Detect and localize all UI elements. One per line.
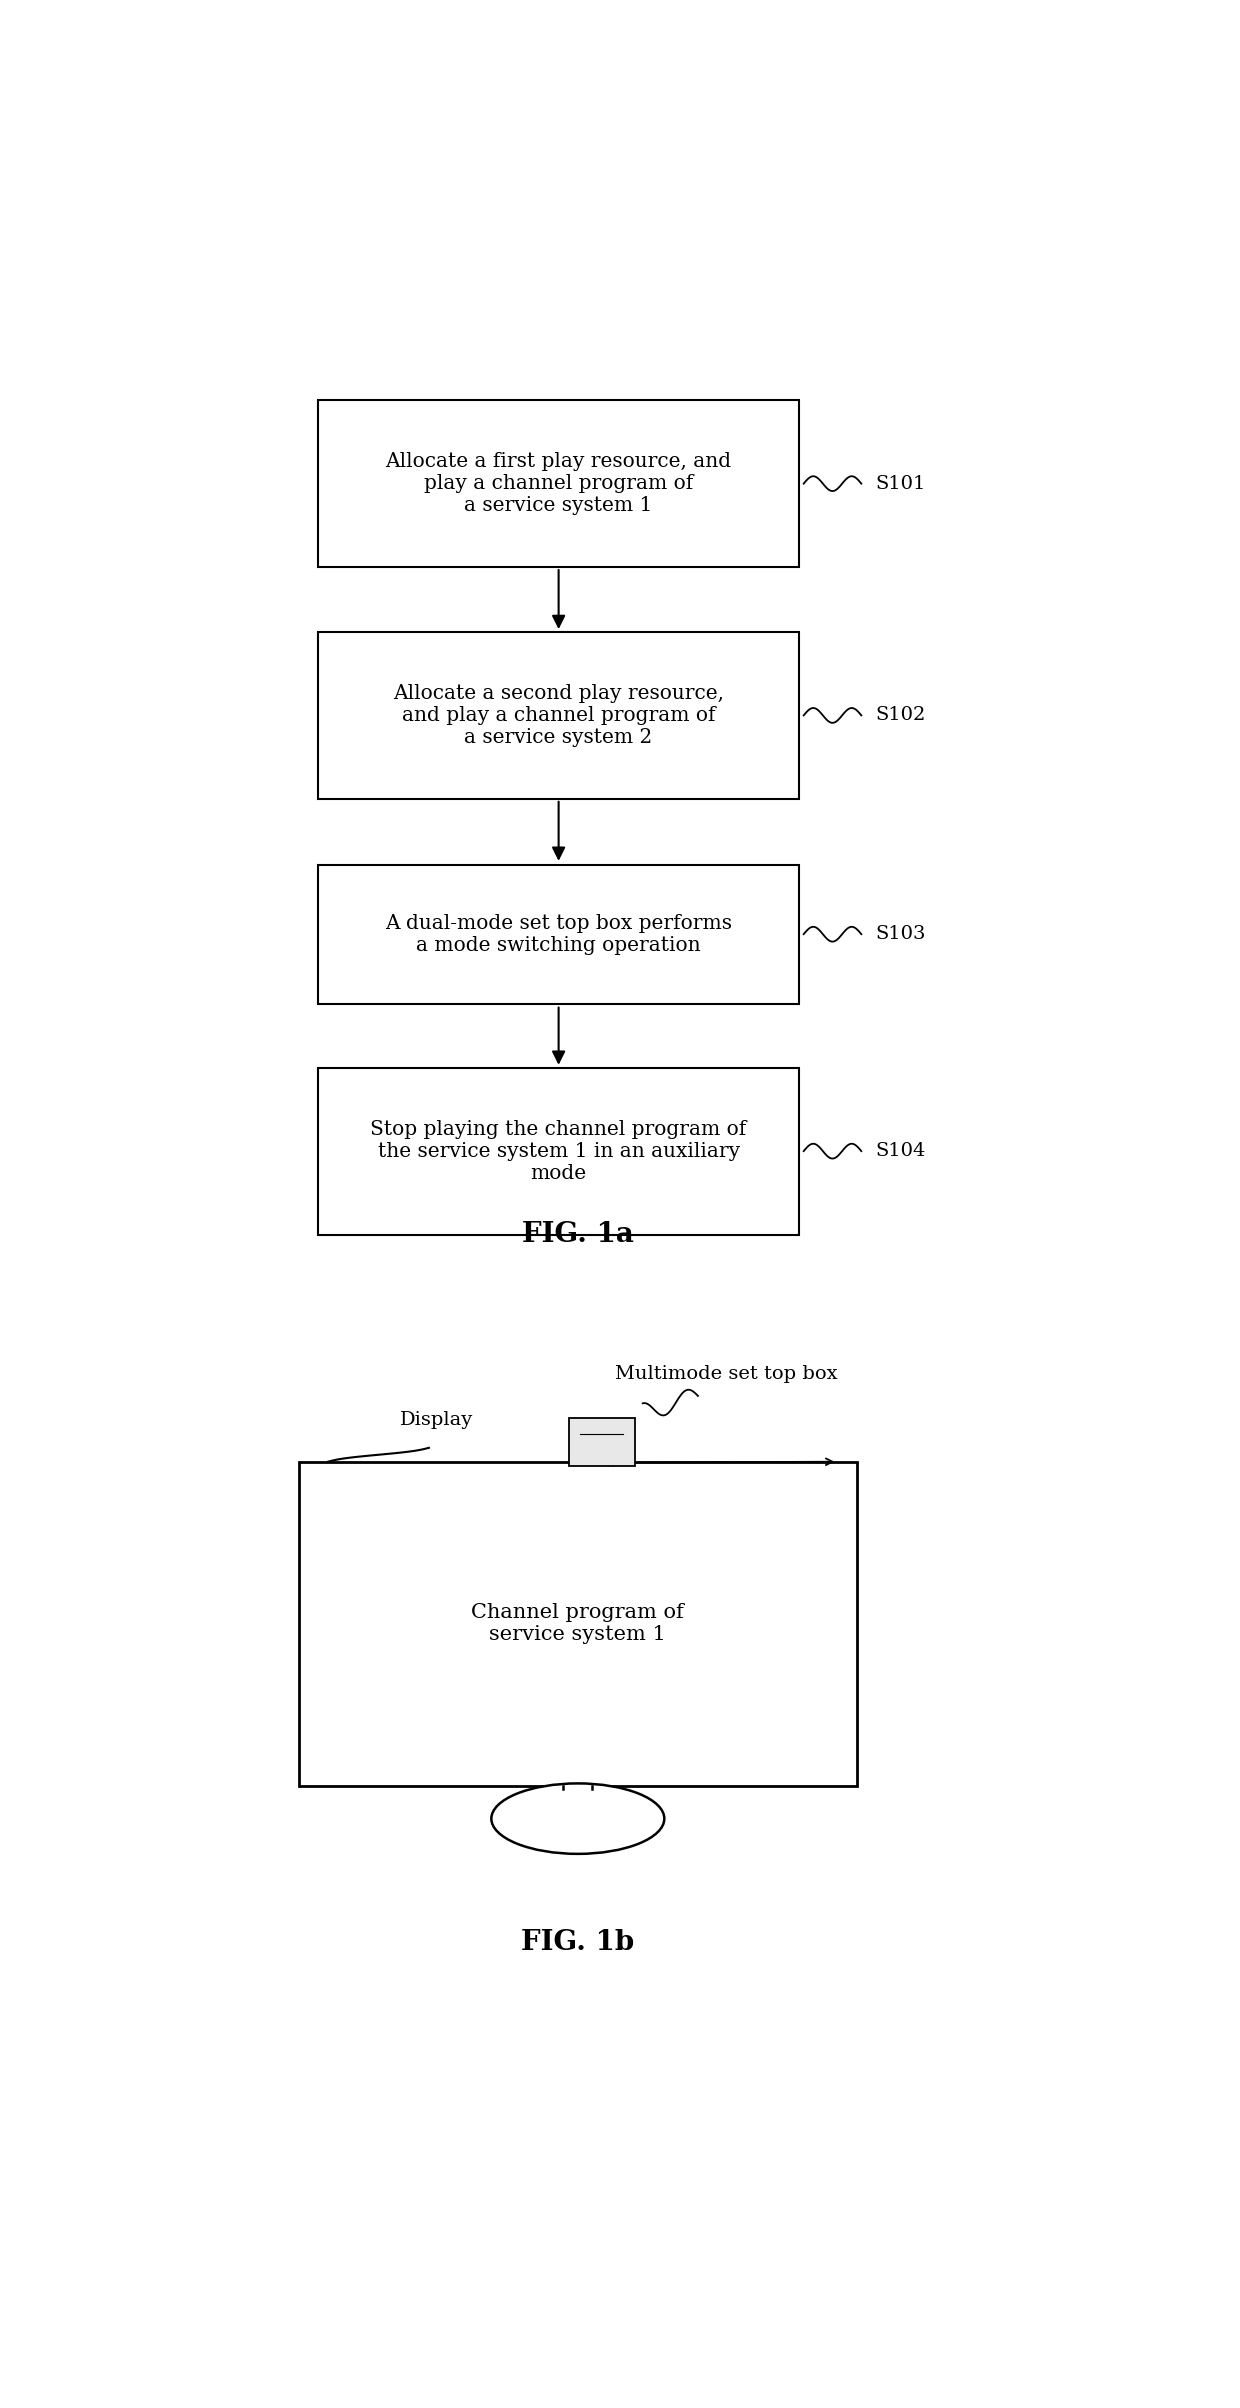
Text: S102: S102	[875, 706, 926, 725]
Text: Multimode set top box: Multimode set top box	[615, 1365, 838, 1382]
Text: S104: S104	[875, 1141, 926, 1161]
Text: Display: Display	[401, 1411, 474, 1428]
Bar	[319, 631, 799, 799]
Text: S101: S101	[875, 474, 926, 494]
Text: Stop playing the channel program of
the service system 1 in an auxiliary
mode: Stop playing the channel program of the …	[371, 1120, 746, 1182]
Bar	[319, 864, 799, 1004]
Bar	[319, 400, 799, 568]
Text: Allocate a second play resource,
and play a channel program of
a service system : Allocate a second play resource, and pla…	[393, 684, 724, 746]
Bar	[319, 1067, 799, 1235]
Ellipse shape	[491, 1784, 665, 1854]
Bar	[299, 1462, 857, 1787]
Text: FIG. 1a: FIG. 1a	[522, 1221, 634, 1247]
FancyBboxPatch shape	[569, 1418, 635, 1466]
Text: Channel program of
service system 1: Channel program of service system 1	[471, 1604, 684, 1645]
Text: A dual-mode set top box performs
a mode switching operation: A dual-mode set top box performs a mode …	[386, 913, 732, 954]
Text: FIG. 1b: FIG. 1b	[521, 1929, 635, 1955]
Text: S103: S103	[875, 925, 926, 944]
Text: Allocate a first play resource, and
play a channel program of
a service system 1: Allocate a first play resource, and play…	[386, 453, 732, 515]
